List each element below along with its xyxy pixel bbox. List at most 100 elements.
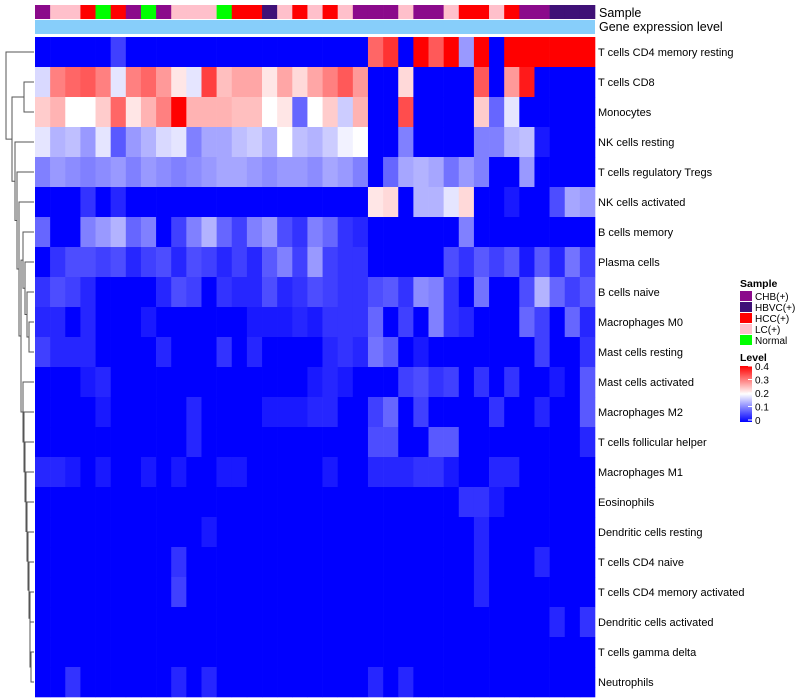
heatmap-cell [231, 427, 248, 458]
heatmap-cell [504, 247, 520, 278]
heatmap-cell [156, 187, 172, 218]
heatmap-cell [231, 337, 248, 368]
heatmap-cell [337, 457, 354, 488]
heatmap-cell [489, 277, 505, 308]
sample-cell [337, 5, 354, 19]
sample-cell [458, 5, 475, 19]
heatmap-cell [246, 547, 263, 578]
heatmap-cell [534, 277, 550, 308]
heatmap-cell [564, 427, 581, 458]
heatmap-cell [489, 547, 505, 578]
heatmap-cell [171, 367, 187, 398]
heatmap-cell [80, 367, 96, 398]
heatmap-cell [140, 157, 157, 188]
heatmap-cell [413, 337, 429, 368]
heatmap-cell [443, 367, 460, 398]
heatmap-cell [246, 127, 263, 158]
sample-cell [398, 5, 414, 19]
heatmap-cell [140, 187, 157, 218]
heatmap-cell [519, 247, 535, 278]
heatmap-cell [216, 517, 233, 548]
heatmap-cell [398, 307, 414, 338]
heatmap-cell [428, 667, 444, 698]
heatmap-cell [504, 367, 520, 398]
heatmap-cell [277, 637, 293, 668]
heatmap-cell [458, 337, 475, 368]
legend-sample-label: HBVC(+) [755, 303, 795, 314]
heatmap-cell [186, 457, 202, 488]
heatmap-cell [579, 547, 596, 578]
row-labels: T cells CD4 memory resting T cells CD8 Mon… [598, 47, 745, 689]
heatmap-cell [292, 637, 308, 668]
heatmap-cell [549, 367, 566, 398]
row-label: Dendritic cells activated [598, 617, 714, 629]
heatmap-cell [110, 67, 127, 98]
heatmap-cell [50, 607, 66, 638]
heatmap-cell [383, 637, 399, 668]
heatmap-cell [489, 157, 505, 188]
heatmap-cell [383, 127, 399, 158]
heatmap-cell [398, 277, 414, 308]
heatmap-cell [549, 307, 566, 338]
heatmap-cell [352, 217, 369, 248]
heatmap-cell [216, 637, 233, 668]
heatmap-cell [110, 97, 127, 128]
heatmap-cell [140, 67, 157, 98]
heatmap-cell [579, 667, 596, 698]
legend-level: Level 0.4 0.3 0.2 0.1 0 [740, 352, 769, 427]
heatmap-cell [140, 97, 157, 128]
heatmap-cell [292, 367, 308, 398]
heatmap-cell [428, 187, 444, 218]
heatmap-cell [579, 157, 596, 188]
heatmap-cell [383, 667, 399, 698]
heatmap-cell [201, 367, 217, 398]
heatmap-cell [549, 187, 566, 218]
heatmap-cell [231, 637, 248, 668]
heatmap-cell [428, 397, 444, 428]
heatmap-cell [65, 157, 81, 188]
heatmap-cell [231, 397, 248, 428]
row-label: Dendritic cells resting [598, 527, 703, 539]
heatmap-cell [35, 427, 51, 458]
heatmap-cell [549, 517, 566, 548]
heatmap-cell [171, 157, 187, 188]
heatmap-cell [125, 307, 142, 338]
heatmap-cell [322, 457, 339, 488]
heatmap-cell [125, 397, 142, 428]
heatmap-cell [534, 577, 550, 608]
heatmap-cell [156, 127, 172, 158]
heatmap-cell [473, 157, 490, 188]
heatmap-cell [171, 37, 187, 68]
legend-level-colorbar [740, 366, 752, 422]
heatmap-cell [125, 157, 142, 188]
heatmap-cell [579, 607, 596, 638]
heatmap-cell [216, 247, 233, 278]
heatmap-cell [337, 37, 354, 68]
heatmap-cell [277, 577, 293, 608]
heatmap-cell [458, 37, 475, 68]
heatmap-cell [473, 547, 490, 578]
heatmap-cell [579, 397, 596, 428]
heatmap-cell [80, 307, 96, 338]
heatmap-cell [292, 127, 308, 158]
heatmap-cell [473, 247, 490, 278]
heatmap-cell [367, 277, 384, 308]
legend-sample-swatch [740, 302, 752, 312]
legend-level-tick-label: 0.2 [755, 389, 769, 400]
heatmap-cell [262, 97, 278, 128]
heatmap-cell [171, 277, 187, 308]
heatmap-cell [95, 157, 111, 188]
heatmap-cell [156, 247, 172, 278]
heatmap-cell [246, 157, 263, 188]
sample-cell [140, 5, 157, 19]
heatmap-cell [489, 127, 505, 158]
heatmap-cell [110, 487, 127, 518]
heatmap-cell [473, 637, 490, 668]
heatmap-cell [549, 427, 566, 458]
heatmap-cell [246, 277, 263, 308]
heatmap-cell [519, 637, 535, 668]
heatmap-cell [216, 97, 233, 128]
heatmap-cell [140, 37, 157, 68]
row-dendrogram [5, 51, 34, 683]
row-label: Eosinophils [598, 497, 655, 509]
